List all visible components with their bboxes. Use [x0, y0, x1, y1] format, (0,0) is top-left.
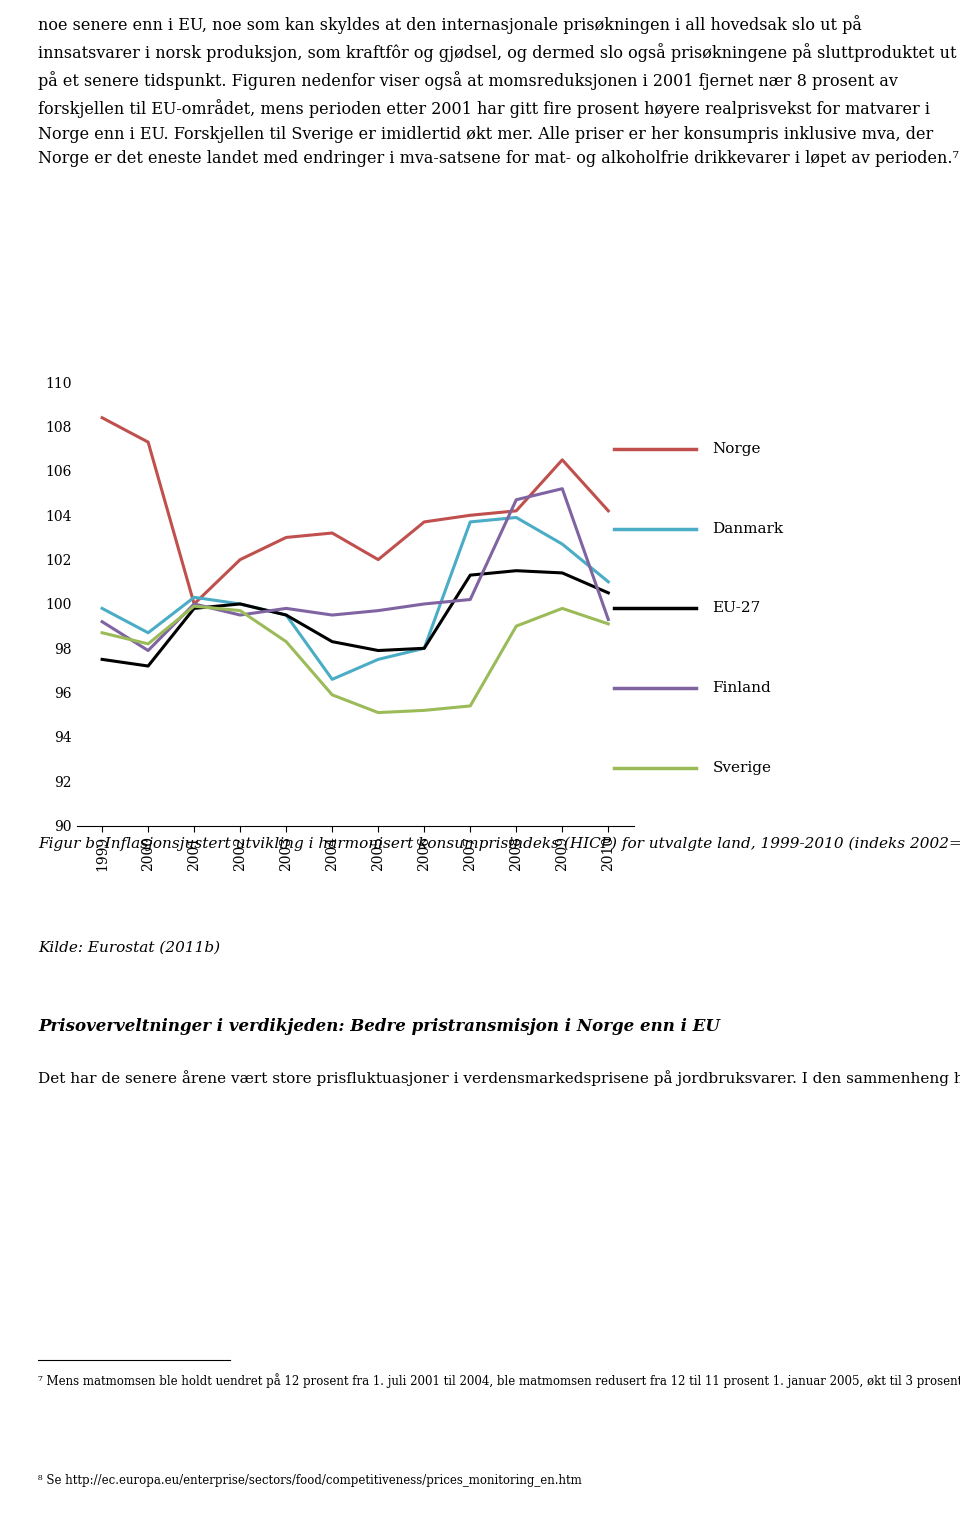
Text: Figur b. Inflasjonsjustert utvikling i harmonisert konsumprisindeks (HICP) for u: Figur b. Inflasjonsjustert utvikling i h…: [38, 836, 960, 850]
Text: Sverige: Sverige: [712, 761, 771, 775]
Text: Det har de senere årene vært store prisfluktuasjoner i verdensmarkedsprisene på : Det har de senere årene vært store prisf…: [38, 1070, 960, 1086]
Text: Finland: Finland: [712, 682, 771, 696]
Text: Danmark: Danmark: [712, 521, 783, 535]
Text: ⁸ Se http://ec.europa.eu/enterprise/sectors/food/competitiveness/prices_monitori: ⁸ Se http://ec.europa.eu/enterprise/sect…: [38, 1474, 582, 1488]
Text: ⁷ Mens matmomsen ble holdt uendret på 12 prosent fra 1. juli 2001 til 2004, ble : ⁷ Mens matmomsen ble holdt uendret på 12…: [38, 1373, 960, 1388]
Text: EU-27: EU-27: [712, 601, 760, 615]
Text: Norge: Norge: [712, 442, 761, 456]
Text: Kilde: Eurostat (2011b): Kilde: Eurostat (2011b): [38, 940, 221, 954]
Text: Prisoverveltninger i verdikjeden: Bedre pristransmisjon i Norge enn i EU: Prisoverveltninger i verdikjeden: Bedre …: [38, 1018, 720, 1035]
Text: noe senere enn i EU, noe som kan skyldes at den internasjonale prisøkningen i al: noe senere enn i EU, noe som kan skyldes…: [38, 15, 959, 167]
